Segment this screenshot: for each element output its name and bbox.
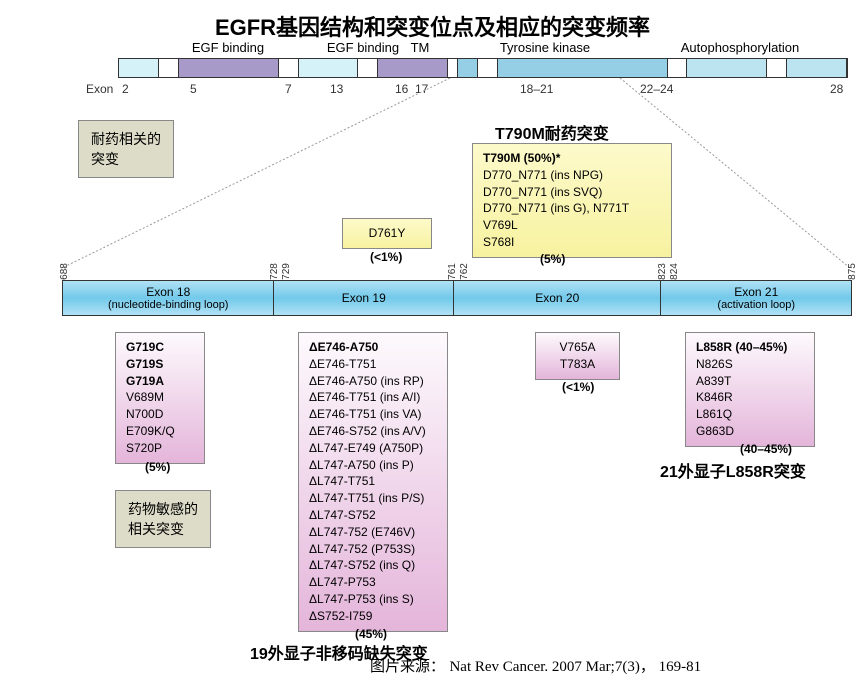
exon19-mutation-box: ΔE746-A750ΔE746-T751ΔE746-A750 (ins RP)Δ… <box>298 332 448 632</box>
source-label: 图片来源： <box>370 659 445 675</box>
exon-tick-17: 17 <box>415 82 428 96</box>
exon-tick-2: 2 <box>122 82 129 96</box>
exon19-freq: (45%) <box>355 627 387 641</box>
domain-label-egf2: EGF binding <box>323 40 403 55</box>
exon21-freq: (40–45%) <box>740 442 792 456</box>
exon21-label: Exon 21 <box>661 285 851 299</box>
exon21-sub: (activation loop) <box>661 299 851 312</box>
exon18-label: Exon 18 <box>63 285 273 299</box>
d761y-box: D761Y <box>342 218 432 249</box>
exon21-cell: Exon 21 (activation loop) <box>661 281 851 315</box>
kt-875: 875 <box>847 263 858 280</box>
exon19-cell: Exon 19 <box>274 281 454 315</box>
exon-tick-2224: 22–24 <box>640 82 673 96</box>
gene-structure-bar <box>118 58 848 78</box>
exon20-mutation-box: V765AT783A <box>535 332 620 380</box>
kinase-exon-bar: Exon 18 (nucleotide-binding loop) Exon 1… <box>62 280 852 316</box>
kt-824: 824 <box>669 263 680 280</box>
kt-761: 761 <box>447 263 458 280</box>
expansion-lines <box>0 78 865 298</box>
kt-729: 729 <box>281 263 292 280</box>
exon18-sub: (nucleotide-binding loop) <box>63 299 273 312</box>
kt-762: 762 <box>459 263 470 280</box>
exon19-label: Exon 19 <box>274 285 453 305</box>
d761y-freq: (<1%) <box>370 250 402 264</box>
t790m-title: T790M耐药突变 <box>495 120 609 144</box>
exon-tick-5: 5 <box>190 82 197 96</box>
exon18-mutation-box: G719CG719SG719AV689MN700DE709K/QS720P <box>115 332 205 464</box>
exon21-annotation: 21外显子L858R突变 <box>660 458 806 482</box>
domain-label-tk: Tyrosine kinase <box>460 40 630 55</box>
t790m-freq: (5%) <box>540 252 565 266</box>
t790m-mutation-box: T790M (50%)*D770_N771 (ins NPG)D770_N771… <box>472 143 672 258</box>
exon18-cell: Exon 18 (nucleotide-binding loop) <box>63 281 274 315</box>
diagram-title: EGFR基因结构和突变位点及相应的突变频率 <box>0 10 865 42</box>
exon-tick-1821: 18–21 <box>520 82 553 96</box>
image-source: 图片来源： Nat Rev Cancer. 2007 Mar;7(3)， 169… <box>370 655 701 676</box>
domain-label-egf1: EGF binding <box>178 40 278 55</box>
kt-728: 728 <box>269 263 280 280</box>
kt-823: 823 <box>657 263 668 280</box>
exon-row-label: Exon <box>86 82 113 96</box>
exon20-freq: (<1%) <box>562 380 594 394</box>
exon18-freq: (5%) <box>145 460 170 474</box>
exon20-label: Exon 20 <box>454 285 660 305</box>
exon-tick-28: 28 <box>830 82 843 96</box>
domain-label-tm: TM <box>405 40 435 55</box>
exon-tick-7: 7 <box>285 82 292 96</box>
label-box-sensitivity: 药物敏感的 相关突变 <box>115 490 211 548</box>
exon20-cell: Exon 20 <box>454 281 661 315</box>
domain-label-autop: Autophosphorylation <box>660 40 820 55</box>
exon-tick-13: 13 <box>330 82 343 96</box>
kt-688: 688 <box>59 263 70 280</box>
source-text: Nat Rev Cancer. 2007 Mar;7(3)， 169-81 <box>449 659 701 675</box>
exon-tick-16: 16 <box>395 82 408 96</box>
label-box-resistance: 耐药相关的 突变 <box>78 120 174 178</box>
exon21-mutation-box: L858R (40–45%)N826SA839TK846RL861QG863D <box>685 332 815 447</box>
